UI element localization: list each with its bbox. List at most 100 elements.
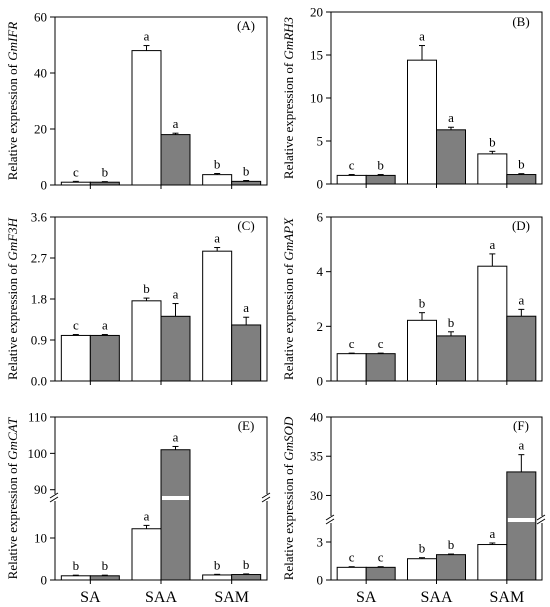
y-tick-label: 30: [310, 488, 323, 503]
significance-letter: a: [489, 526, 495, 541]
significance-letter: b: [419, 296, 426, 311]
y-axis-label-prefix: Relative expression of: [281, 261, 296, 381]
y-axis-label: Relative expression of GmF3H: [5, 217, 20, 380]
y-tick-label: 3: [317, 535, 324, 550]
y-tick-label: 2.7: [31, 251, 48, 266]
y-tick-label: 35: [310, 449, 323, 464]
panel-label: (D): [512, 218, 530, 233]
panel-label: (B): [512, 14, 529, 29]
significance-letter: b: [102, 558, 109, 573]
y-tick-label: 0: [41, 178, 48, 193]
significance-letter: b: [448, 315, 455, 330]
x-tick-label: SA: [356, 589, 377, 606]
y-tick-label: 6: [317, 210, 324, 225]
y-tick-label: 5: [317, 134, 324, 149]
significance-letter: a: [144, 508, 150, 523]
axis-break-mark: [536, 518, 546, 525]
panel-label: (E): [238, 418, 255, 433]
significance-letter: b: [214, 157, 221, 172]
axis-break-gap: [327, 516, 335, 523]
axis-break-mark: [261, 492, 271, 499]
y-tick-label: 40: [310, 410, 323, 425]
x-tick-label: SA: [80, 589, 101, 606]
panel-label: (F): [513, 418, 529, 433]
significance-letter: a: [144, 29, 150, 44]
axis-break-mark: [49, 496, 59, 503]
y-tick-label: 10: [310, 91, 323, 106]
significance-letter: c: [378, 336, 384, 351]
bar-sam-grey: [231, 324, 262, 382]
axis-break-mark: [325, 518, 335, 525]
bar-sam-white: [202, 174, 233, 186]
y-tick-label: 110: [28, 410, 47, 425]
axis-break-gap: [51, 494, 59, 501]
significance-letter: b: [518, 157, 525, 172]
significance-letter: c: [349, 550, 355, 565]
chart-panel-c: (C) Relative expression of GmF3H 0.0 0.9 1.8…: [5, 210, 268, 389]
y-axis-label-gene: GmRH3: [281, 16, 296, 59]
y-axis-label: Relative expression of GmIFR: [5, 22, 20, 181]
significance-letter: a: [214, 231, 220, 246]
bar-sa-grey: [89, 575, 120, 581]
bar-sam-white: [477, 153, 508, 185]
y-tick-label: 0: [41, 573, 48, 588]
y-axis-label: Relative expression of GmSOD: [281, 416, 296, 580]
bar-break-gap: [507, 518, 535, 522]
axis-break-mark: [261, 496, 271, 503]
bar-sa-white: [336, 174, 367, 185]
bar-saa-white: [407, 59, 437, 185]
y-tick-label: 100: [28, 446, 48, 461]
y-tick-label: 20: [310, 5, 323, 20]
y-axis-label-gene: GmIFR: [5, 22, 20, 61]
significance-letter: a: [173, 116, 179, 131]
y-axis-label-gene: GmF3H: [5, 217, 20, 260]
bar-saa-white: [131, 528, 162, 581]
panel-label: (A): [237, 18, 255, 33]
significance-letter: b: [243, 164, 250, 179]
significance-letter: a: [489, 237, 495, 252]
significance-letter: c: [73, 164, 79, 179]
y-tick-label: 0: [317, 573, 324, 588]
y-tick-label: 3.6: [31, 210, 48, 225]
bar-sa-grey: [89, 181, 120, 186]
x-tick-label: SAA: [145, 589, 177, 606]
y-axis-label: Relative expression of GmAPX: [281, 217, 296, 380]
significance-letter: b: [73, 558, 80, 573]
y-tick-label: 4: [317, 264, 324, 279]
bar-sam-grey: [506, 174, 537, 185]
bar-saa-grey: [436, 554, 466, 581]
significance-letter: a: [102, 318, 108, 333]
y-axis-label-prefix: Relative expression of: [5, 460, 20, 580]
significance-letter: b: [243, 557, 250, 572]
significance-letter: a: [419, 29, 425, 44]
bar-saa-white: [131, 300, 162, 382]
y-tick-label: 0: [317, 177, 324, 192]
bar-sam-grey: [231, 574, 262, 581]
bar-sam-white: [202, 574, 233, 581]
axis-break-mark: [536, 514, 546, 521]
significance-letter: c: [73, 318, 79, 333]
significance-letter: b: [448, 537, 455, 552]
significance-letter: a: [173, 429, 179, 444]
bar-sam-grey: [231, 180, 262, 186]
significance-letter: a: [243, 300, 249, 315]
significance-letter: a: [448, 110, 454, 125]
x-tick-label: SAM: [489, 589, 524, 606]
bar-sa-grey: [89, 334, 120, 382]
bar-saa-grey: [436, 129, 466, 185]
bar-sa-white: [60, 181, 91, 186]
y-tick-label: 90: [34, 482, 47, 497]
bar-saa-white: [407, 558, 437, 581]
bar-saa-white: [407, 319, 437, 382]
y-axis-label-prefix: Relative expression of: [281, 461, 296, 581]
bar-saa-grey: [160, 134, 191, 186]
y-tick-label: 1.8: [31, 292, 47, 307]
bar-break-gap: [162, 496, 189, 500]
significance-letter: c: [349, 158, 355, 173]
y-tick-label: 0: [317, 374, 324, 389]
y-axis-label: Relative expression of GmRH3: [281, 16, 296, 179]
y-axis-label: Relative expression of GmCAT: [5, 417, 20, 579]
axis-break-mark: [49, 492, 59, 499]
significance-letter: b: [102, 165, 109, 180]
